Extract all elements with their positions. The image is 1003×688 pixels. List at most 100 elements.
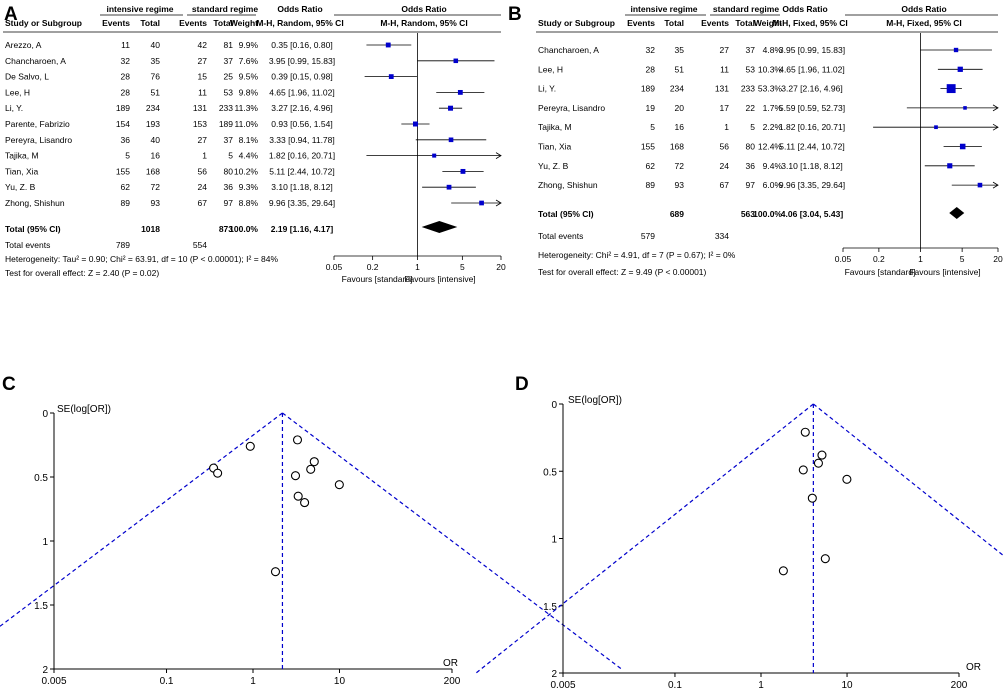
study-point [213, 468, 223, 478]
total-1: 168 [670, 142, 684, 152]
y-axis-label: SE(log[OR]) [568, 395, 622, 406]
panel-letter-b: B [508, 4, 522, 25]
study-point [798, 465, 808, 475]
forest-axis-b: 0.05 0.2 1 5 20 [835, 33, 1003, 264]
forest-axis-a: 0.05 0.2 1 5 20 [326, 33, 506, 272]
study-point [778, 566, 788, 576]
events-1: 155 [116, 166, 130, 176]
x-tick-label: 200 [444, 676, 461, 687]
weight: 8.1% [239, 135, 259, 145]
events-1: 11 [121, 40, 130, 50]
weight: 1.7% [763, 103, 783, 113]
study-point [813, 458, 823, 468]
study-point [842, 474, 852, 484]
total-1: 72 [675, 161, 685, 171]
total-2: 37 [746, 45, 756, 55]
ci-arrow [495, 152, 502, 159]
point-estimate-square [432, 153, 437, 158]
ci-arrow [992, 104, 999, 112]
total-1: 72 [151, 182, 161, 192]
events-1: 189 [641, 84, 655, 94]
study-rows: Arezzo, A 11 40 42 81 9.9% 0.35 [0.16, 0.80] Ch… [5, 40, 335, 208]
events-2: 15 [198, 72, 208, 82]
total-weight: 100.0% [753, 209, 782, 219]
events-1: 32 [646, 45, 656, 55]
total-events-1: 789 [116, 240, 130, 250]
total-1: 93 [675, 180, 685, 190]
x-tick-label: 1 [758, 680, 764, 688]
or-header-left: Odds Ratio [277, 4, 322, 14]
x-tick-label: 0.1 [668, 680, 682, 688]
overall-effect: Test for overall effect: Z = 9.49 (P < 0… [538, 267, 707, 277]
total-1: 16 [151, 151, 161, 161]
study-point [800, 427, 810, 437]
events-2: 17 [720, 103, 730, 113]
weight: 11.0% [235, 119, 259, 129]
y-tick-label: 1.5 [34, 601, 48, 612]
x-tick-label: 0.2 [873, 254, 885, 264]
study-point [817, 450, 827, 460]
heterogeneity: Heterogeneity: Chi² = 4.91, df = 7 (P = … [538, 250, 736, 260]
total-events-label: Total events [538, 231, 583, 241]
or-header-right: Odds Ratio [901, 4, 946, 14]
weight: 9.8% [239, 87, 259, 97]
weight: 53.3% [758, 84, 783, 94]
odds-ratio-ci: 5.11 [2.44, 10.72] [269, 166, 335, 176]
y-tick-label: 1.5 [543, 602, 557, 613]
col-events-2: Events [701, 18, 729, 28]
ci-arrow [495, 199, 502, 207]
events-2: 56 [198, 166, 208, 176]
weight: 8.8% [239, 198, 259, 208]
events-2: 24 [720, 161, 730, 171]
total-label: Total (95% CI) [5, 224, 61, 234]
favours-left: Favours [standard] [342, 274, 413, 284]
point-estimate-square [412, 121, 418, 127]
odds-ratio-ci: 3.27 [2.16, 4.96] [781, 84, 842, 94]
point-estimate-square [947, 163, 953, 169]
weight: 10.3% [758, 64, 783, 74]
events-2: 67 [198, 198, 208, 208]
x-tick-label: 20 [993, 254, 1003, 264]
study-name: Tian, Xia [538, 142, 572, 152]
study-name: Zhong, Shishun [538, 180, 598, 190]
col-events-1: Events [102, 18, 130, 28]
x-tick-label: 1 [415, 262, 420, 272]
point-estimate-square [934, 125, 938, 130]
point-estimate-square [963, 106, 967, 110]
total-2: 36 [224, 182, 234, 192]
group2-header: standard regime [713, 4, 779, 14]
events-1: 5 [650, 122, 655, 132]
study-rows: Chancharoen, A 32 35 27 37 4.8%3.95 [0.99, 15… [538, 45, 845, 190]
total-2: 97 [746, 180, 756, 190]
total-2: 5 [228, 151, 233, 161]
total-ci: 4.06 [3.04, 5.43] [781, 209, 844, 219]
odds-ratio-ci: 0.35 [0.16, 0.80] [271, 40, 332, 50]
col-method-right: M-H, Random, 95% CI [380, 18, 467, 28]
y-tick-label: 0.5 [34, 473, 48, 484]
funnel-c-marks: 00.511.520.005 0.1 1 10 200 [0, 409, 622, 687]
total-1: 51 [151, 87, 161, 97]
x-tick-label: 0.1 [160, 676, 174, 687]
forest-marks-b [873, 47, 999, 219]
total-2: 22 [746, 103, 756, 113]
events-2: 11 [720, 64, 729, 74]
study-point [309, 457, 319, 467]
total-t1: 689 [670, 209, 684, 219]
study-point [807, 493, 817, 503]
point-estimate-square [946, 84, 956, 94]
odds-ratio-ci: 4.65 [1.96, 11.02] [779, 64, 845, 74]
weight: 6.0% [763, 180, 783, 190]
point-estimate-square [385, 42, 391, 48]
total-1: 168 [146, 166, 160, 176]
weight: 9.9% [239, 40, 259, 50]
events-1: 32 [121, 56, 131, 66]
or-header-left: Odds Ratio [782, 4, 827, 14]
events-2: 131 [715, 84, 729, 94]
study-name: Chancharoen, A [538, 45, 599, 55]
study-point [293, 491, 303, 501]
y-tick-label: 0 [42, 409, 48, 420]
study-name: De Salvo, L [5, 72, 49, 82]
weight: 11.3% [235, 103, 259, 113]
point-estimate-square [457, 89, 463, 95]
total-2: 37 [224, 135, 234, 145]
